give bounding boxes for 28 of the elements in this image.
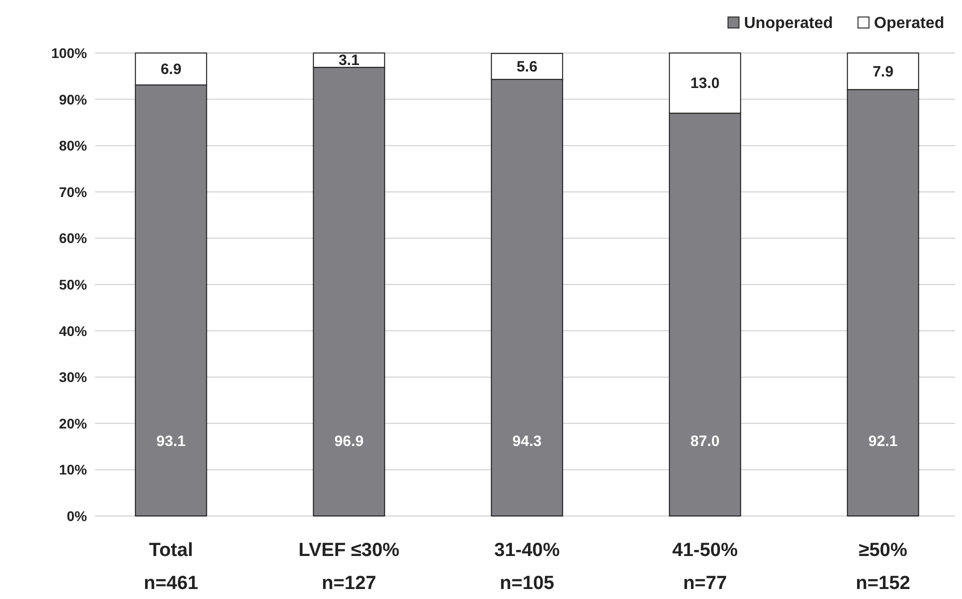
x-tick-label: LVEF ≤30% n=127 xyxy=(298,540,400,594)
y-tick-label: 60% xyxy=(58,230,88,246)
y-tick-label: 0% xyxy=(66,508,88,524)
x-tick-label: ≥50% n=152 xyxy=(856,540,910,594)
y-tick-label: 100% xyxy=(51,45,88,61)
x-tick-label: Total n=461 xyxy=(144,540,199,594)
data-label: 3.1 xyxy=(338,52,360,70)
y-tick-label: 50% xyxy=(58,276,88,292)
legend-label: Unoperated xyxy=(744,15,833,32)
y-tick-label: 70% xyxy=(58,184,88,200)
data-label: 92.1 xyxy=(868,433,898,450)
series-label: Operated xyxy=(874,15,944,32)
data-label: 87.0 xyxy=(690,433,720,450)
y-tick-label: 40% xyxy=(58,322,88,339)
y-tick-label: 30% xyxy=(58,369,88,386)
y-tick-label: 90% xyxy=(58,91,88,108)
x-tick-label: 41-50% n=77 xyxy=(672,540,738,594)
data-label: 96.9 xyxy=(334,433,364,450)
data-label: 7.9 xyxy=(872,63,894,80)
y-tick-label: 10% xyxy=(58,462,88,478)
data-label: 93.1 xyxy=(156,433,186,450)
data-label: 6.9 xyxy=(160,60,182,78)
data-label: 5.6 xyxy=(516,58,538,76)
y-tick-label: 80% xyxy=(58,138,88,154)
x-tick-label: 31-40% n=105 xyxy=(494,540,560,594)
data-label: 94.3 xyxy=(512,433,542,450)
data-label: 13.0 xyxy=(690,75,720,92)
y-tick-label: 20% xyxy=(58,415,88,432)
